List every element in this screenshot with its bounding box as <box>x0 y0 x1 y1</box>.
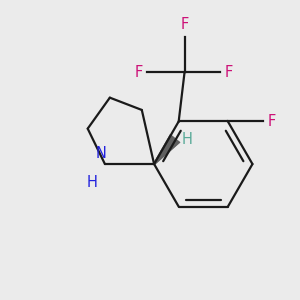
Text: F: F <box>134 65 142 80</box>
Text: H: H <box>182 132 193 147</box>
Text: F: F <box>180 17 189 32</box>
Text: F: F <box>268 114 276 129</box>
Polygon shape <box>153 134 180 165</box>
Text: H: H <box>87 175 98 190</box>
Text: F: F <box>224 65 232 80</box>
Text: N: N <box>96 146 107 160</box>
